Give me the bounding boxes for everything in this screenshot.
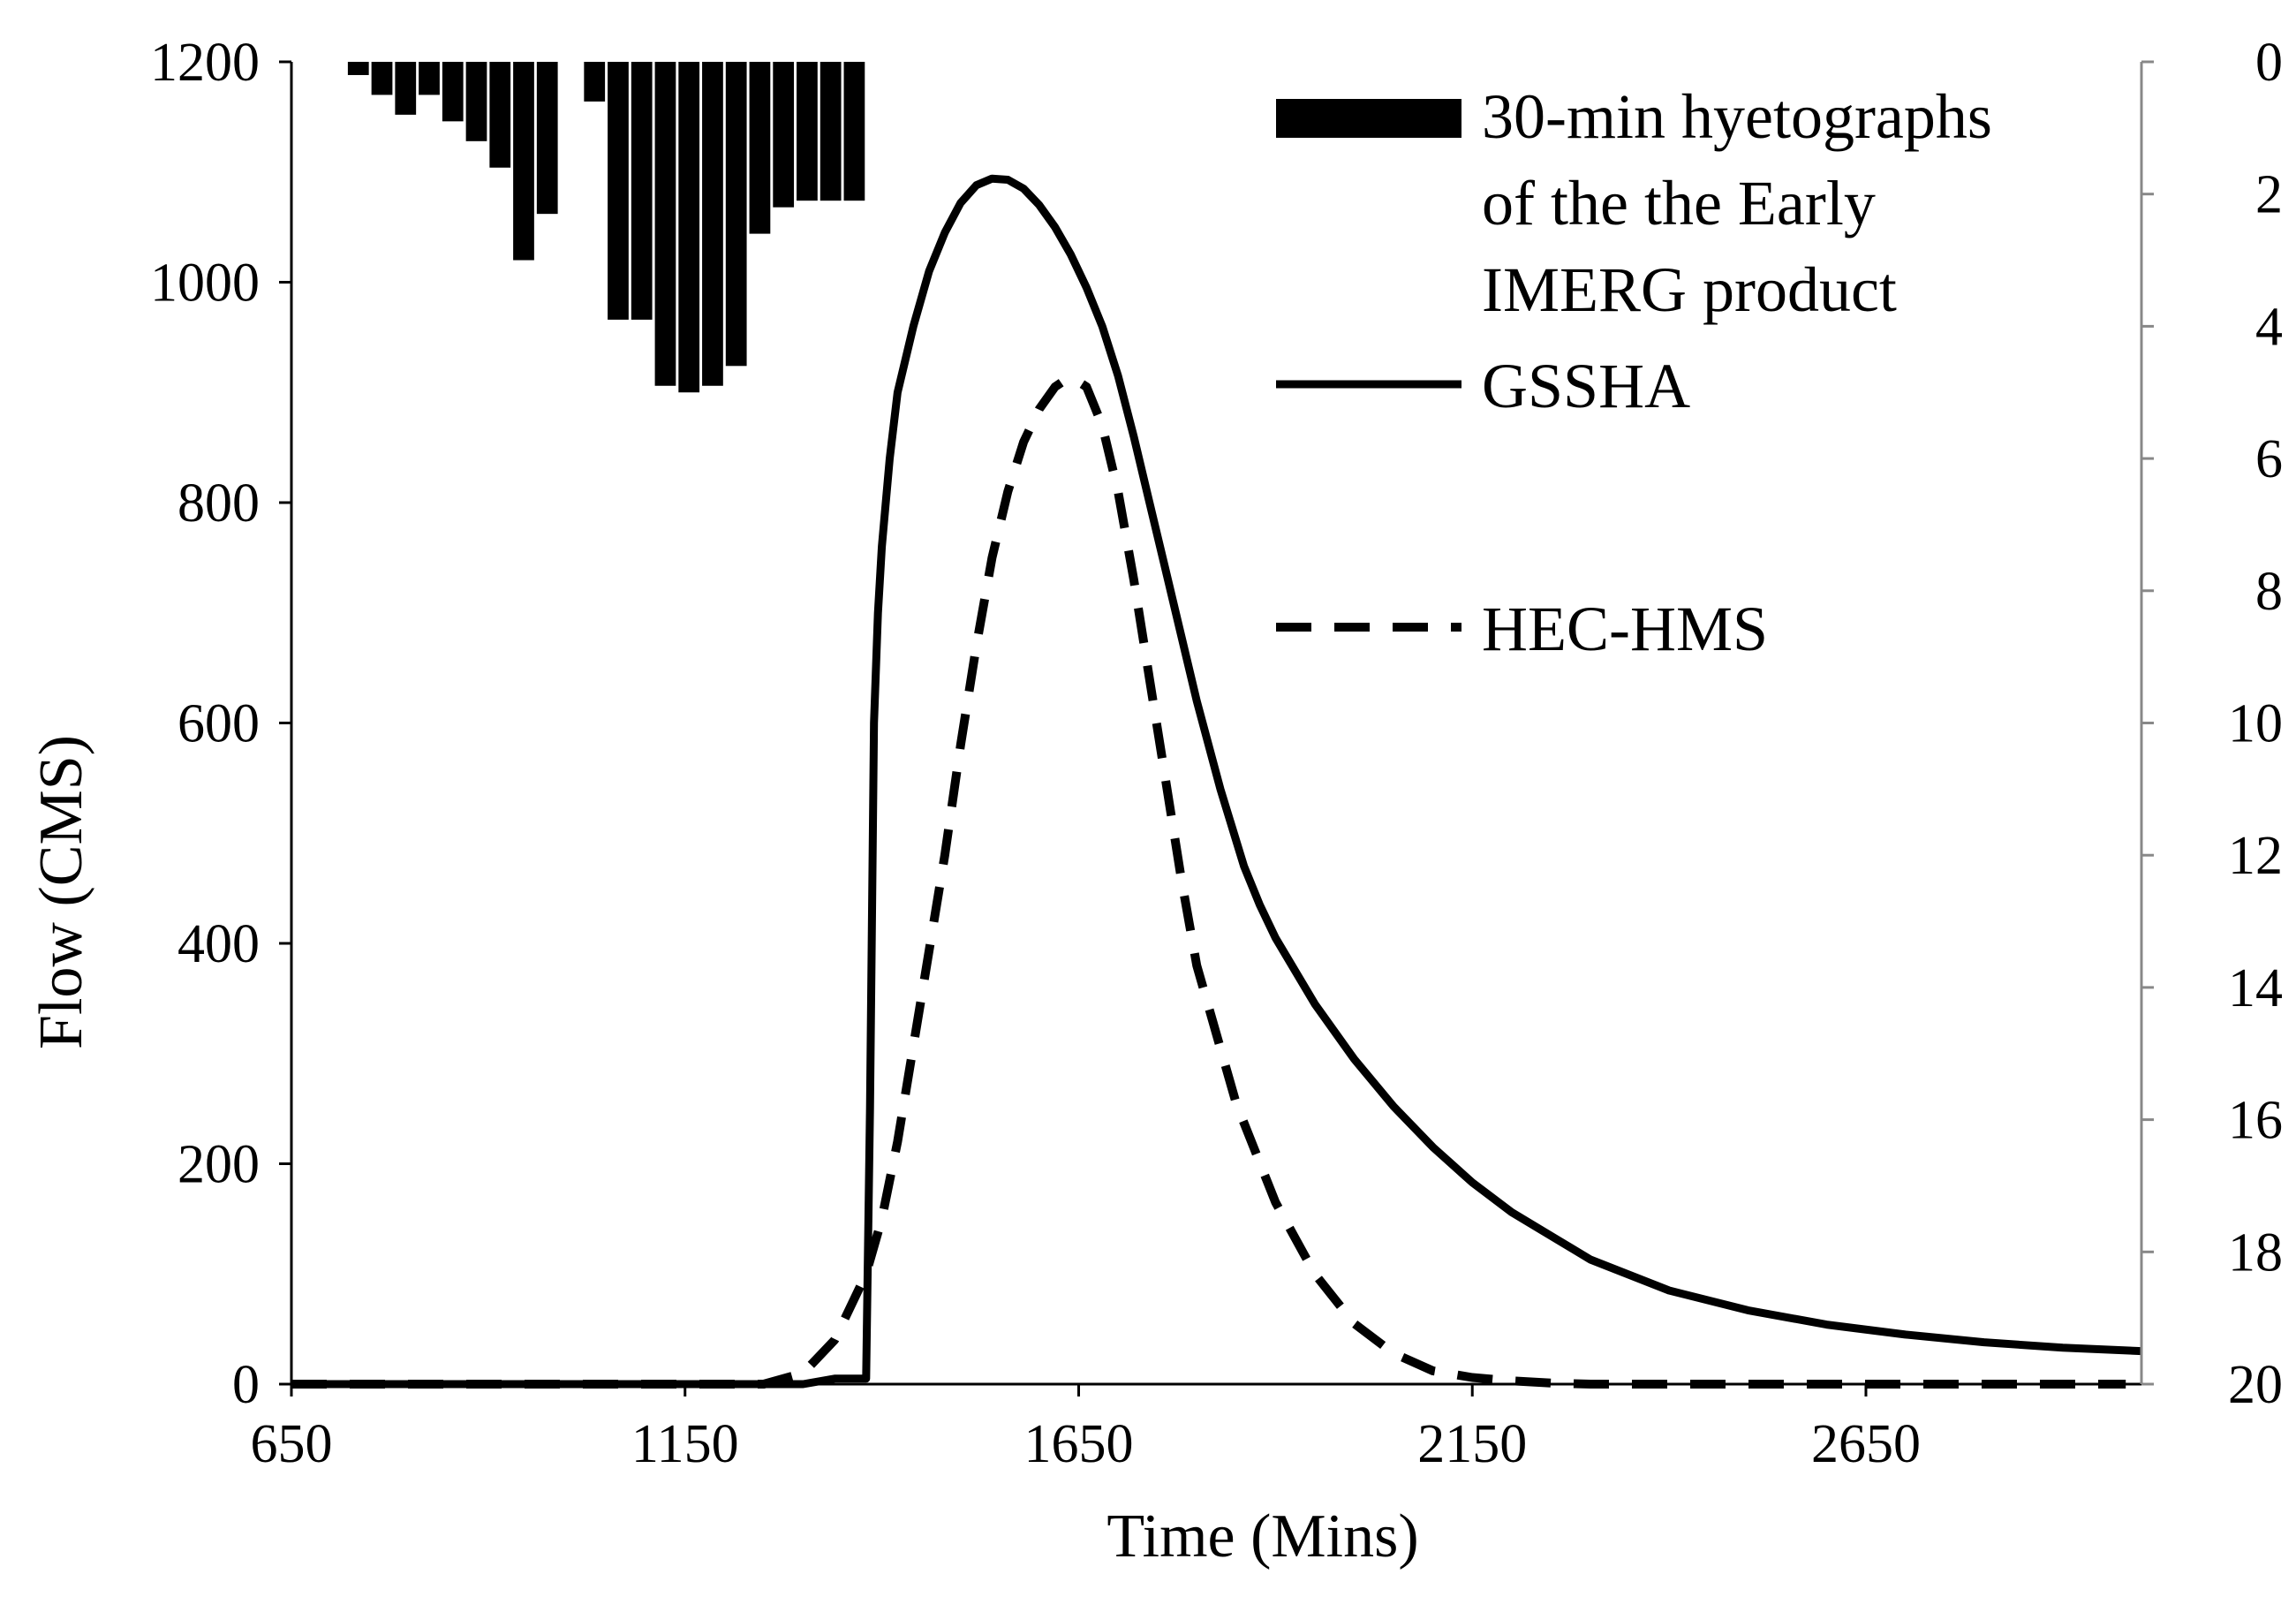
rain-bar <box>678 62 700 393</box>
x-tick-label: 1150 <box>631 1414 739 1474</box>
y-tick-label: 1000 <box>150 254 260 314</box>
y-axis-title: Flow (CMS) <box>27 735 95 1049</box>
rain-bar <box>749 62 771 234</box>
rain-bars <box>347 62 865 393</box>
x-tick-label: 1650 <box>1023 1414 1133 1474</box>
x-tick-label: 2150 <box>1417 1414 1527 1474</box>
rain-bar <box>797 62 818 201</box>
y2-tick-label: 0 <box>2255 33 2283 93</box>
y-tick-label: 200 <box>177 1135 260 1195</box>
legend-label: IMERG product <box>1482 254 1897 325</box>
rain-bar <box>725 62 747 367</box>
gssha-line <box>291 174 2142 1389</box>
rain-bar <box>395 62 417 115</box>
rain-bar <box>513 62 534 261</box>
legend-label: GSSHA <box>1482 351 1690 421</box>
y-tick-label: 800 <box>177 473 260 534</box>
rain-bar <box>584 62 606 102</box>
y2-tick-label: 8 <box>2255 562 2283 622</box>
legend: 30-min hyetographs of the the Early IMERG … <box>1276 81 1992 664</box>
rain-bar <box>419 62 440 95</box>
rain-bar <box>465 62 487 141</box>
y2-tick-label: 4 <box>2255 297 2283 357</box>
y2-tick-label: 20 <box>2228 1355 2283 1415</box>
x-axis-title: Time (Mins) <box>1106 1502 1418 1571</box>
rain-bar <box>489 62 511 168</box>
y2-tick-label: 10 <box>2228 694 2283 754</box>
legend-label: HEC-HMS <box>1482 594 1768 664</box>
y2-tick-label: 12 <box>2228 826 2283 886</box>
y-tick-label: 600 <box>177 694 260 754</box>
flow-series <box>291 174 2142 1389</box>
rain-bar <box>773 62 795 208</box>
rain-bar <box>536 62 558 215</box>
ticks: 650 1150 1650 2150 2650020040060080010001200… <box>150 33 2283 1474</box>
rain-bar <box>371 62 393 95</box>
y2-tick-label: 14 <box>2228 958 2283 1018</box>
rain-bar <box>347 62 369 75</box>
rain-bar <box>608 62 629 320</box>
y-tick-label: 400 <box>177 914 260 974</box>
legend-label: of the the Early <box>1482 168 1876 238</box>
y-tick-label: 0 <box>232 1355 260 1415</box>
y-tick-label: 1200 <box>150 33 260 93</box>
y2-tick-label: 6 <box>2255 429 2283 489</box>
y2-tick-label: 2 <box>2255 165 2283 225</box>
y2-tick-label: 16 <box>2228 1091 2283 1151</box>
rain-bar <box>843 62 865 201</box>
x-tick-label: 650 <box>251 1414 333 1474</box>
rain-bar <box>702 62 723 386</box>
rain-bar <box>654 62 676 386</box>
y2-tick-label: 18 <box>2228 1222 2283 1283</box>
rain-bar <box>631 62 653 320</box>
rain-bar <box>442 62 464 122</box>
legend-marker-bar <box>1276 99 1461 138</box>
hec-hms-line <box>291 375 2126 1389</box>
x-tick-label: 2650 <box>1811 1414 1921 1474</box>
legend-label: 30-min hyetographs <box>1482 81 1992 152</box>
rain-bar <box>819 62 842 201</box>
